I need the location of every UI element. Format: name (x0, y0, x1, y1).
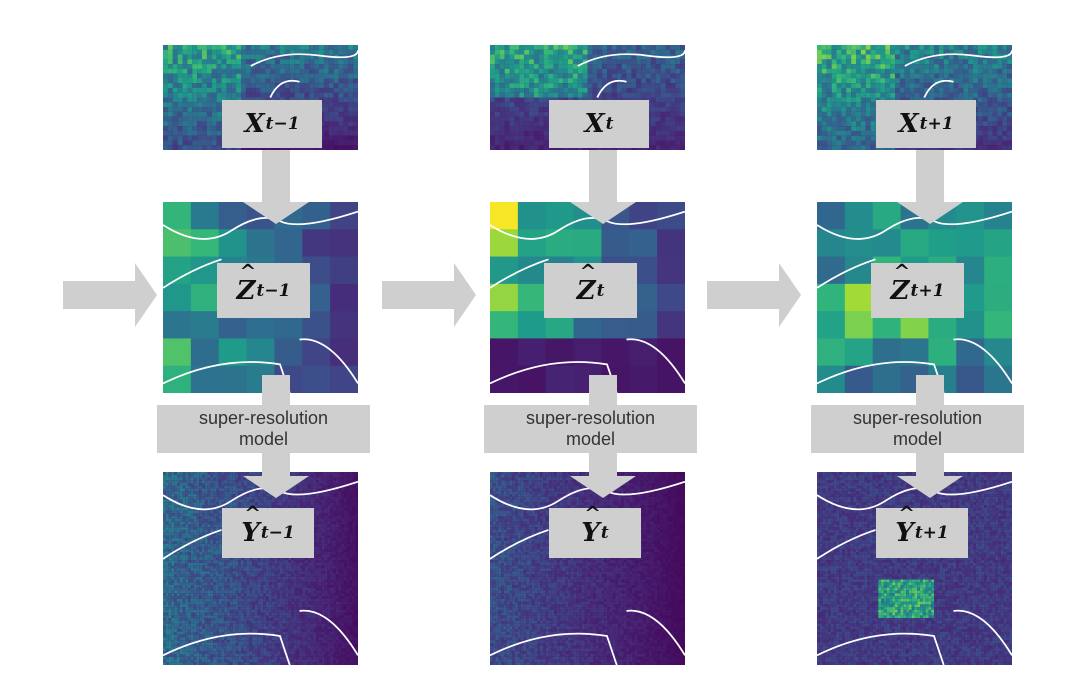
col-t-minus-1-z-map (163, 202, 358, 393)
y-label-symbol: Y (581, 501, 600, 548)
z-label-symbol: Z (891, 259, 911, 306)
model-label-line1: super-resolution (198, 408, 329, 428)
col-t-plus-1-arrow-x-to-z (897, 150, 963, 224)
y-label-symbol: Y (895, 501, 914, 548)
col-t-minus-1-z-label: Zt−1 (217, 259, 310, 318)
model-label-line1: super-resolution (525, 408, 656, 428)
col-t-minus-1-y-label: Yt−1 (222, 501, 314, 558)
x-label-symbol: X (244, 109, 265, 139)
model-label-line2: model (892, 429, 943, 449)
col-t-arrow-z-to-sr (570, 375, 636, 427)
col-t-arrow-x-to-z (570, 150, 636, 224)
y-label-subscript: t−1 (260, 523, 295, 543)
x-label-subscript: t+1 (919, 114, 954, 134)
z-label-subscript: t (596, 280, 605, 301)
model-label-line2: model (565, 429, 616, 449)
input-arrow (63, 263, 157, 327)
col-t-plus-1-arrow-sr-to-y (897, 452, 963, 498)
x-label-symbol: X (898, 109, 919, 139)
y-label-subscript: t (600, 523, 609, 543)
y-label-subscript: t+1 (914, 523, 949, 543)
col-t-plus-1-super-resolution-model: super-resolution model (811, 405, 1024, 453)
z-label-subscript: t+1 (910, 280, 945, 301)
x-label-symbol: X (584, 109, 605, 139)
model-label-line2: model (238, 429, 289, 449)
recurrent-arrow-1 (382, 263, 476, 327)
col-t-plus-1-z-label: Zt+1 (871, 259, 964, 318)
x-label-subscript: t−1 (265, 114, 300, 134)
col-t-arrow-sr-to-y (570, 452, 636, 498)
col-t-minus-1-arrow-x-to-z (243, 150, 309, 224)
y-label-symbol: Y (241, 501, 260, 548)
col-t-z-label: Zt (544, 259, 637, 318)
col-t-minus-1-arrow-sr-to-y (243, 452, 309, 498)
col-t-minus-1-super-resolution-model: super-resolution model (157, 405, 370, 453)
z-label-symbol: Z (237, 259, 257, 306)
col-t-plus-1-y-label: Yt+1 (876, 501, 968, 558)
recurrent-arrow-2 (707, 263, 801, 327)
col-t-super-resolution-model: super-resolution model (484, 405, 697, 453)
col-t-minus-1-arrow-z-to-sr (243, 375, 309, 427)
col-t-y-label: Yt (549, 501, 641, 558)
z-label-symbol: Z (577, 259, 597, 306)
x-label-subscript: t (605, 114, 614, 134)
col-t-plus-1-arrow-z-to-sr (897, 375, 963, 427)
z-label-subscript: t−1 (256, 280, 291, 301)
model-label-line1: super-resolution (852, 408, 983, 428)
